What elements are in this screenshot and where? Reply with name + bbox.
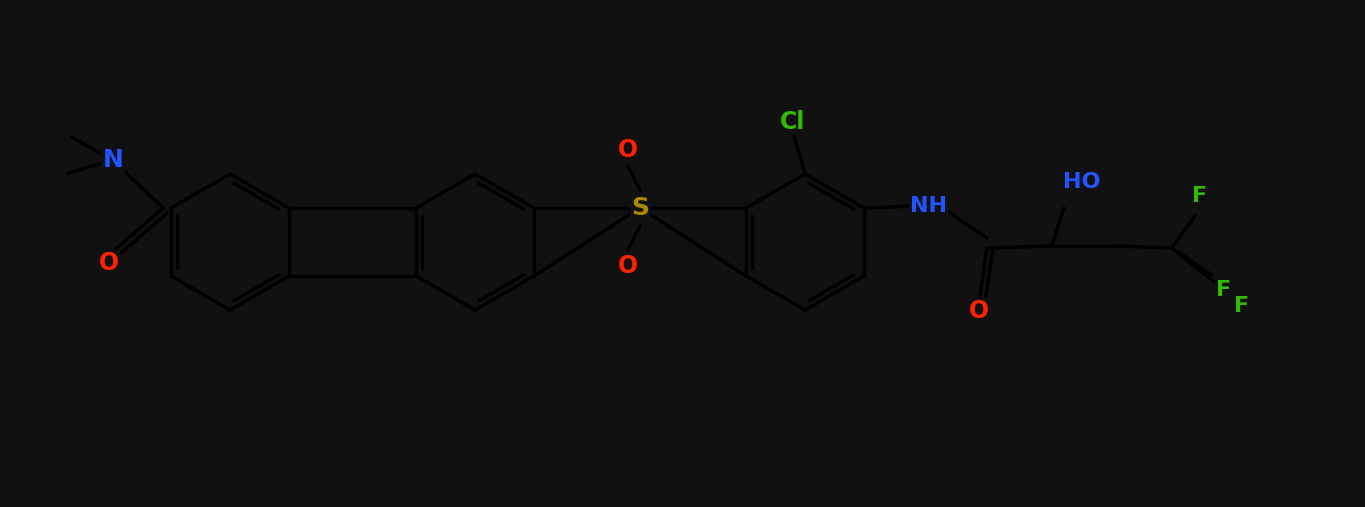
Text: S: S xyxy=(631,196,648,220)
Text: N: N xyxy=(102,148,124,172)
Text: F: F xyxy=(1216,280,1231,300)
Text: F: F xyxy=(1234,296,1249,316)
Text: NH: NH xyxy=(910,196,947,216)
Text: HO: HO xyxy=(1063,172,1100,192)
Text: O: O xyxy=(969,299,990,323)
Text: O: O xyxy=(618,138,637,162)
Text: Cl: Cl xyxy=(781,110,805,134)
Text: O: O xyxy=(618,254,637,278)
Text: F: F xyxy=(1192,186,1208,206)
Text: O: O xyxy=(100,251,119,275)
